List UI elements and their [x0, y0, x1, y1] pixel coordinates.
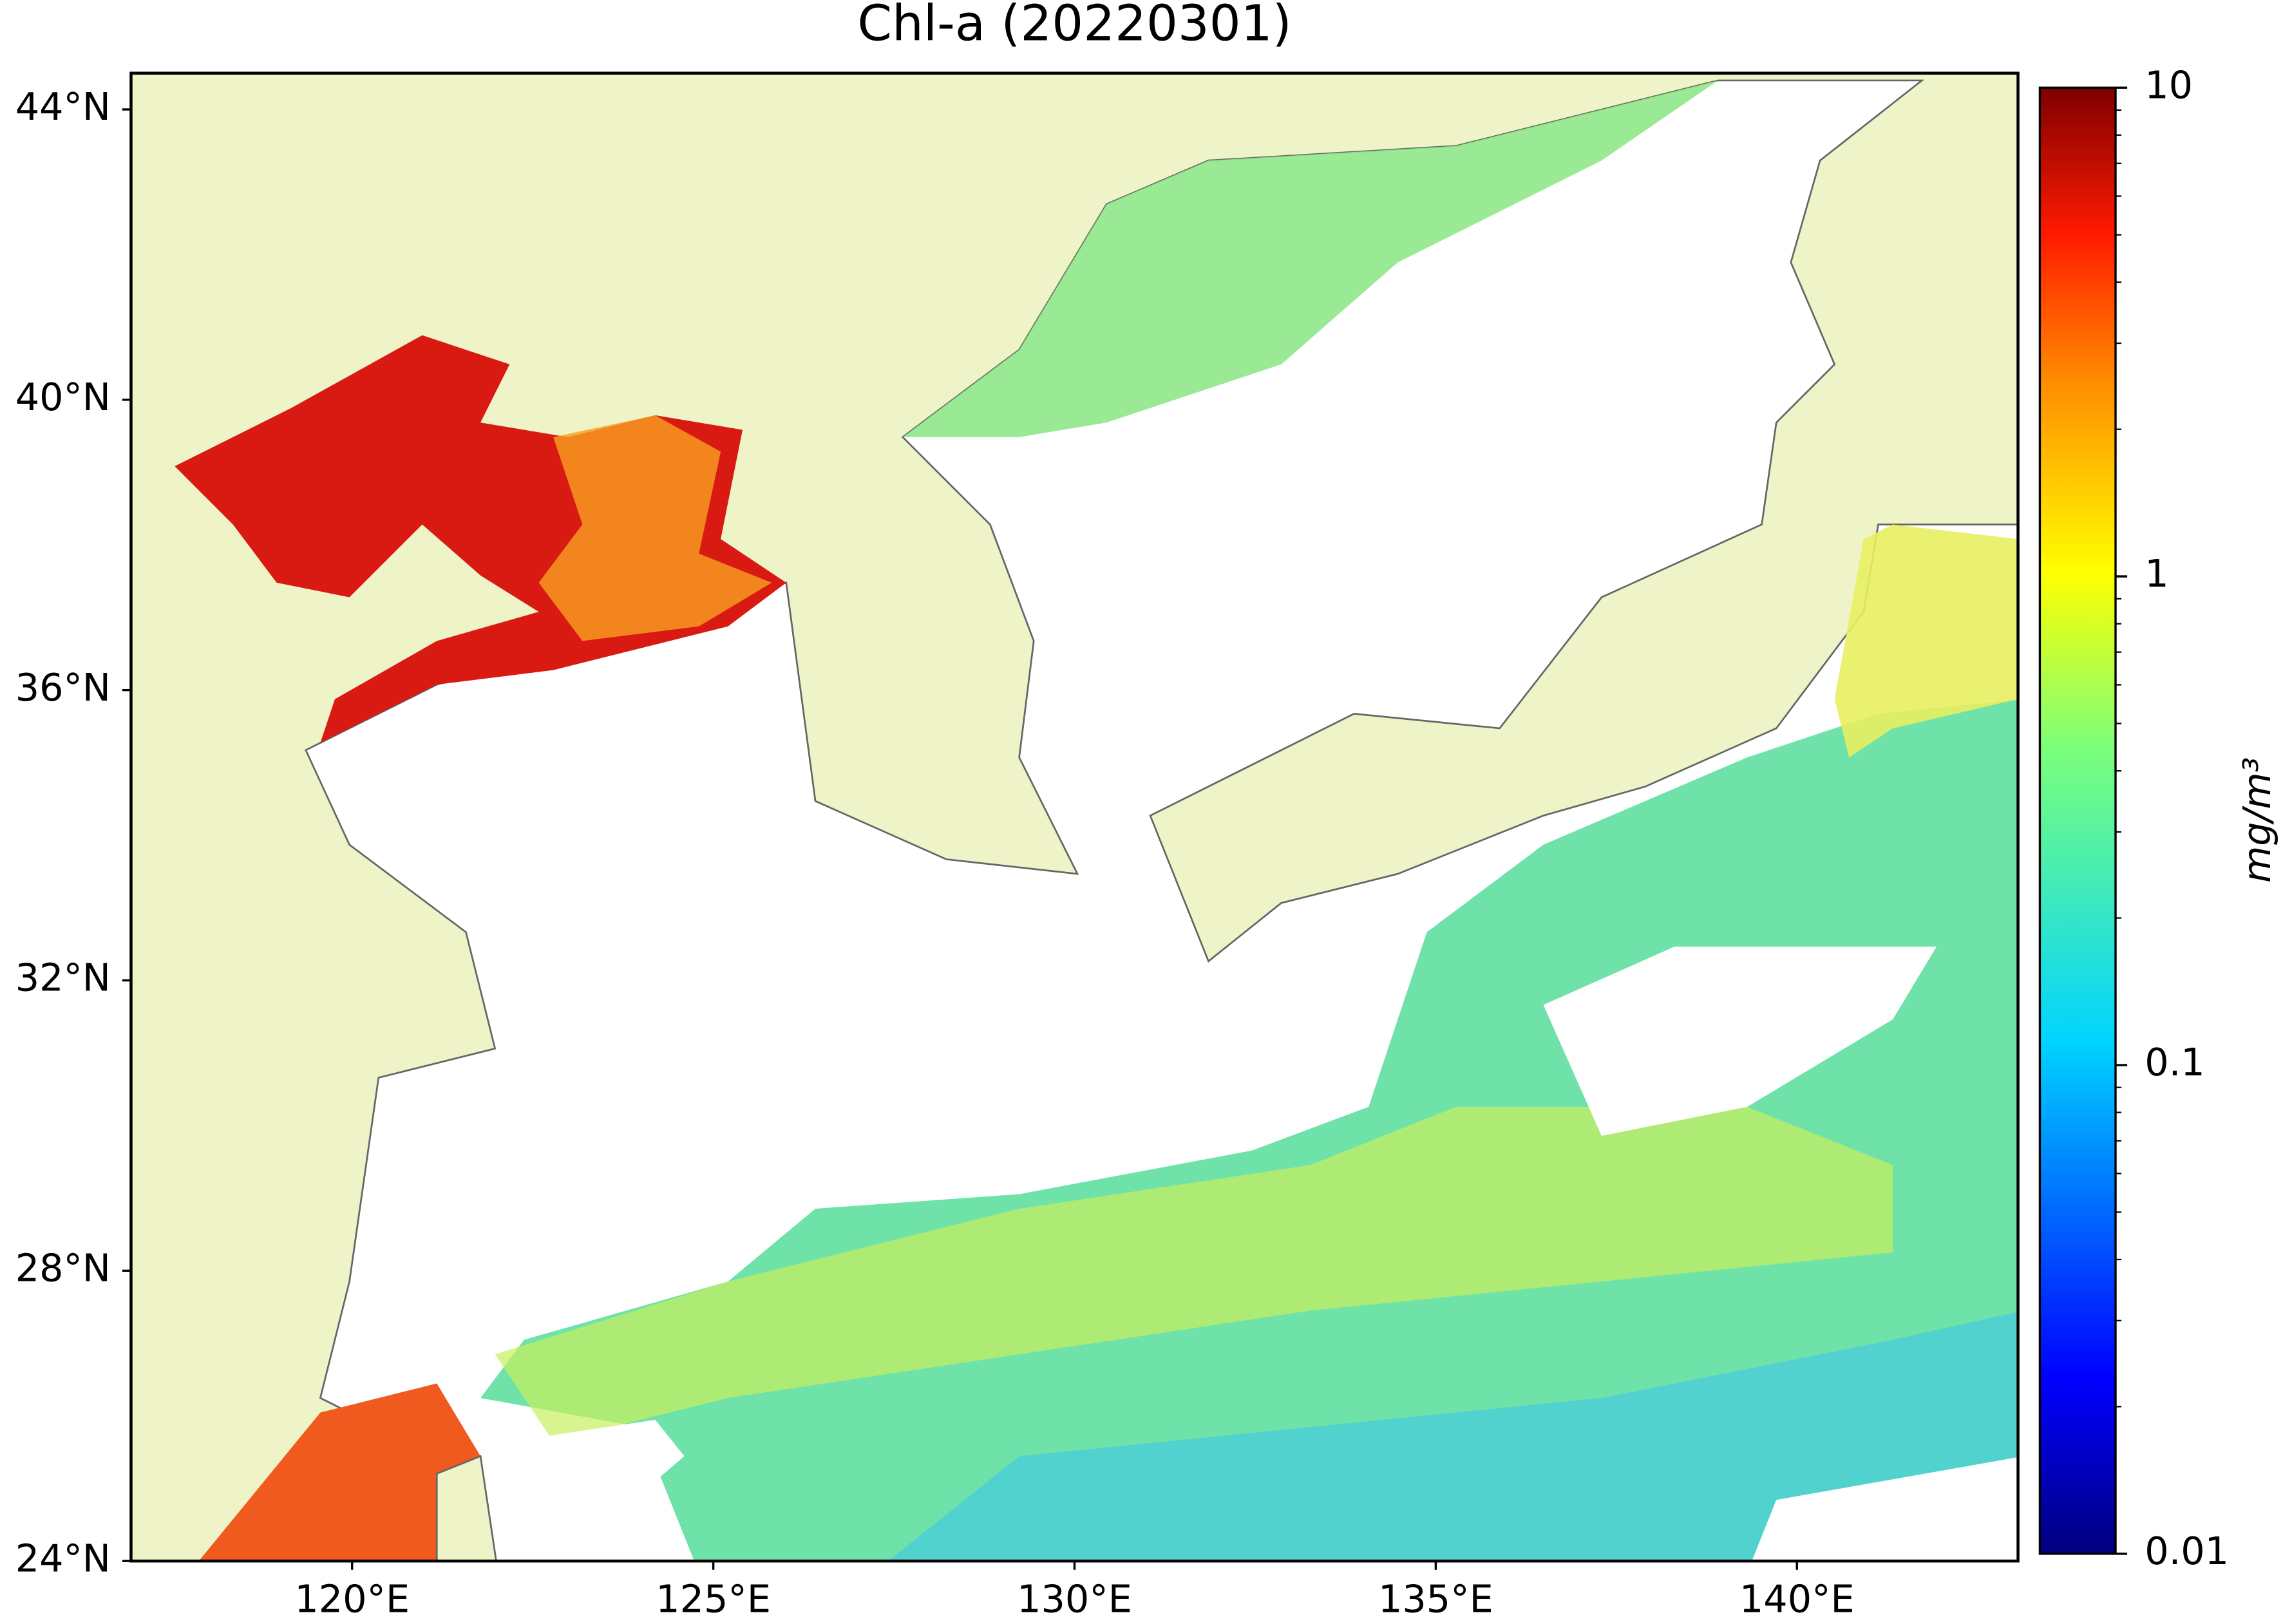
- colorbar-tick-label: 0.1: [2145, 1040, 2204, 1084]
- map-title: Chl-a (20220301): [857, 0, 1291, 52]
- y-tick-label: 32°N: [15, 956, 111, 1000]
- chl-yellow-sea-north: [538, 415, 772, 641]
- x-tick-label: 135°E: [1378, 1577, 1493, 1621]
- colorbar-label: mg/m³: [2235, 757, 2279, 883]
- y-tick-label: 44°N: [15, 84, 111, 129]
- x-tick-label: 140°E: [1739, 1577, 1855, 1621]
- colorbar: [2038, 86, 2117, 1555]
- map-area: [131, 73, 2018, 1562]
- colorbar-tick-label: 0.01: [2145, 1529, 2229, 1573]
- y-tick-label: 36°N: [15, 665, 111, 710]
- colorbar-tick-label: 1: [2145, 551, 2168, 596]
- chl-sea-of-japan: [902, 80, 1718, 437]
- colorbar-tick-label: 10: [2145, 62, 2193, 107]
- y-tick-label: 28°N: [15, 1245, 111, 1290]
- chl-pacific-yellow: [495, 1106, 1893, 1442]
- x-tick-label: 125°E: [656, 1577, 771, 1621]
- chl-china-coast: [198, 1383, 481, 1562]
- y-tick-label: 40°N: [15, 375, 111, 419]
- chl-japan-coast: [1834, 524, 2018, 758]
- taiwan: [435, 1455, 497, 1562]
- x-tick-label: 120°E: [294, 1577, 410, 1621]
- x-tick-label: 130°E: [1017, 1577, 1132, 1621]
- y-tick-label: 24°N: [15, 1536, 111, 1580]
- chl-pacific-gap: [509, 947, 2018, 1562]
- chl-pacific-blue: [888, 1312, 2018, 1562]
